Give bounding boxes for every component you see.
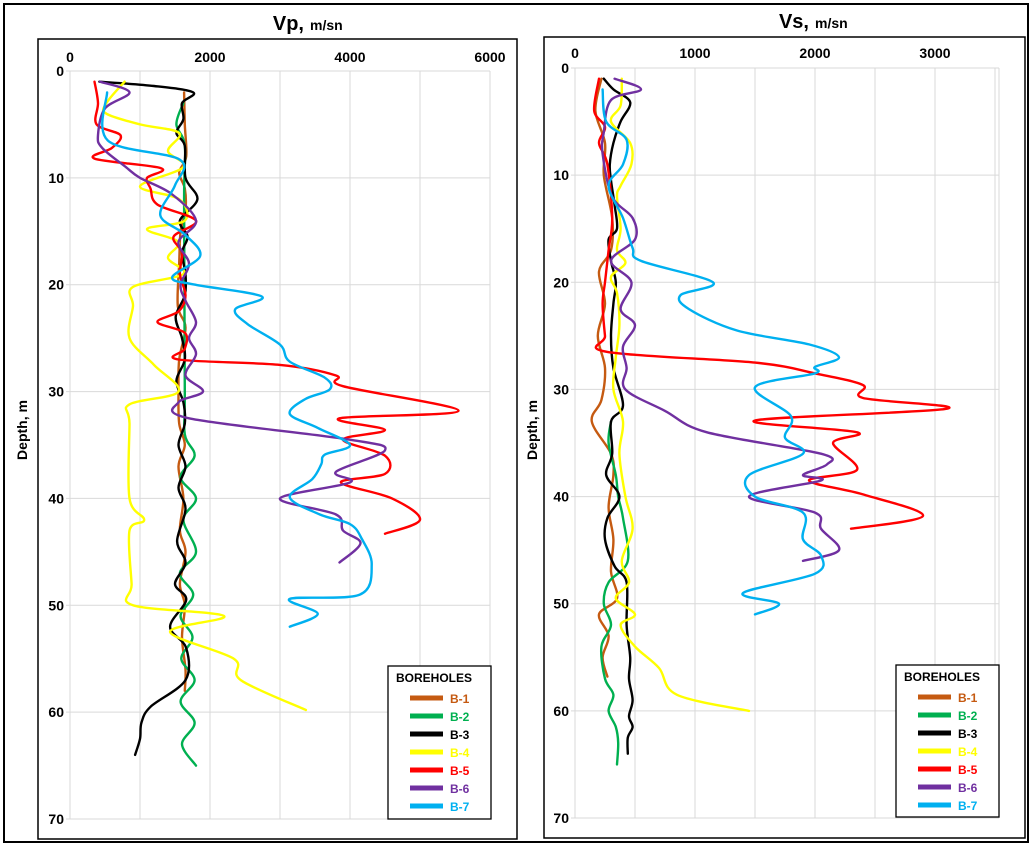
x-tick-label: 3000 <box>919 45 950 61</box>
figure-frame <box>3 3 1029 843</box>
y-tick-label: 20 <box>48 277 64 293</box>
y-tick-label: 60 <box>48 704 64 720</box>
x-tick-label: 0 <box>571 45 579 61</box>
legend-label-b-4: B-4 <box>958 745 978 759</box>
vp-y-ticks: 0 10 20 30 40 50 60 70 <box>48 63 64 827</box>
legend-label-b-7: B-7 <box>958 799 978 813</box>
x-tick-label: 6000 <box>474 49 505 65</box>
legend-label-b-2: B-2 <box>450 710 470 724</box>
y-tick-label: 40 <box>48 490 64 506</box>
y-tick-label: 20 <box>553 274 569 290</box>
series-line-b-1 <box>590 77 619 678</box>
legend-label-b-2: B-2 <box>958 709 978 723</box>
legend-label-b-5: B-5 <box>958 763 978 777</box>
vs-y-axis-label: Depth, m <box>524 400 540 460</box>
x-tick-label: 1000 <box>679 45 710 61</box>
vs-legend: BOREHOLES B-1 B-2 B-3 B-4 B-5 B-6 B-7 <box>895 664 1000 818</box>
y-tick-label: 60 <box>553 703 569 719</box>
series-line-b-3 <box>602 77 634 755</box>
series-line-b-4 <box>101 80 308 712</box>
legend-label-b-6: B-6 <box>958 781 978 795</box>
y-tick-label: 70 <box>553 810 569 826</box>
legend-title: BOREHOLES <box>904 670 980 684</box>
series-line-b-3 <box>98 80 199 757</box>
series-line-b-2 <box>175 101 198 767</box>
vs-series <box>590 77 951 766</box>
y-tick-label: 40 <box>553 489 569 505</box>
x-tick-label: 2000 <box>799 45 830 61</box>
vp-chart: Vp, m/sn 0 2000 4000 6000 0 10 20 30 40 50 60 70 D… <box>14 13 518 840</box>
y-tick-label: 50 <box>48 597 64 613</box>
legend-label-b-1: B-1 <box>450 692 470 706</box>
series-line-b-6 <box>600 77 841 563</box>
legend-label-b-3: B-3 <box>958 727 978 741</box>
y-tick-label: 30 <box>553 381 569 397</box>
series-line-b-6 <box>96 80 387 564</box>
x-tick-label: 0 <box>66 49 74 65</box>
series-line-b-7 <box>601 88 841 616</box>
legend-box <box>387 665 492 820</box>
legend-title: BOREHOLES <box>396 671 472 685</box>
y-tick-label: 50 <box>553 596 569 612</box>
series-line-b-2 <box>599 420 630 766</box>
vs-x-ticks: 0 1000 2000 3000 <box>571 45 951 61</box>
vs-y-ticks: 0 10 20 30 40 50 60 70 <box>553 60 569 826</box>
legend-label-b-5: B-5 <box>450 764 470 778</box>
series-line-b-7 <box>101 91 373 628</box>
legend-label-b-3: B-3 <box>450 728 470 742</box>
legend-label-b-6: B-6 <box>450 782 470 796</box>
vp-legend: BOREHOLES B-1 B-2 B-3 B-4 B-5 B-6 B-7 <box>387 665 492 820</box>
series-line-b-4 <box>609 77 751 713</box>
vp-title: Vp, <box>273 13 304 35</box>
y-tick-label: 0 <box>56 63 64 79</box>
vp-y-axis-label: Depth, m <box>14 400 30 460</box>
legend-label-b-1: B-1 <box>958 691 978 705</box>
legend-label-b-4: B-4 <box>450 746 470 760</box>
legend-box <box>895 664 1000 818</box>
legend-label-b-7: B-7 <box>450 800 470 814</box>
vs-title: Vs, <box>779 11 809 33</box>
series-line-b-5 <box>592 77 951 530</box>
vs-chart: Vs, m/sn 0 1000 2000 3000 0 10 20 30 40 50 60 70 D… <box>524 11 1026 839</box>
vs-chart-frame <box>543 36 1026 839</box>
vs-title-unit: m/sn <box>815 15 848 31</box>
y-tick-label: 30 <box>48 384 64 400</box>
y-tick-label: 70 <box>48 811 64 827</box>
y-tick-label: 10 <box>553 167 569 183</box>
vp-series <box>91 80 460 767</box>
vp-title-unit: m/sn <box>310 17 343 33</box>
y-tick-label: 10 <box>48 170 64 186</box>
x-tick-label: 4000 <box>334 49 365 65</box>
vp-chart-frame <box>37 38 518 840</box>
vp-x-ticks: 0 2000 4000 6000 <box>66 49 506 65</box>
series-line-b-5 <box>91 80 460 535</box>
y-tick-label: 0 <box>561 60 569 76</box>
x-tick-label: 2000 <box>194 49 225 65</box>
